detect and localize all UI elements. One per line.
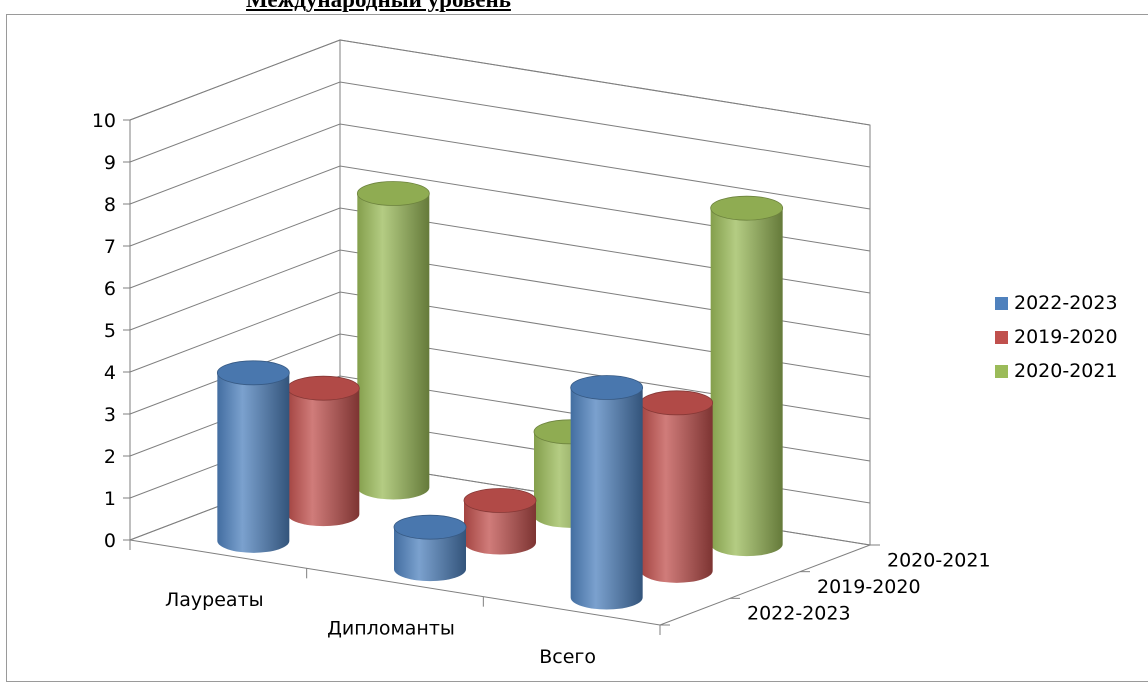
legend-label: 2020-2021: [1014, 360, 1118, 382]
gridline: [129, 249, 871, 336]
chart-legend: 2022-2023 2019-2020 2020-2021: [995, 286, 1118, 388]
gridline: [129, 81, 871, 168]
gridline: [129, 207, 871, 294]
depth-tick-label: 2022-2023: [747, 603, 851, 625]
bar-top: [393, 514, 467, 540]
bar-body: [287, 388, 360, 527]
gridline: [129, 165, 871, 252]
legend-item: 2019-2020: [995, 320, 1118, 354]
bar-body: [394, 527, 466, 582]
y-tick-label: 5: [104, 320, 116, 342]
depth-tick-label: 2020-2021: [887, 549, 991, 571]
y-tick-label: 7: [104, 236, 116, 258]
bar-2022-2023-Дипломанты: [393, 514, 467, 582]
bar-2019-2020-Лауреаты: [286, 375, 360, 527]
bar-top: [570, 375, 644, 400]
depth-tick-label: 2019-2020: [817, 576, 921, 598]
y-tick-label: 6: [104, 278, 116, 300]
bar-2020-2021-Всего: [710, 195, 784, 557]
bar-body: [710, 208, 783, 557]
legend-label: 2019-2020: [1014, 326, 1118, 348]
bar-2020-2021-Лауреаты: [356, 181, 430, 500]
bar-top: [216, 360, 290, 386]
legend-swatch: [995, 330, 1008, 344]
y-tick-label: 9: [104, 152, 116, 174]
y-tick-label: 2: [104, 446, 116, 468]
bar-body: [570, 387, 643, 610]
bar-2019-2020-Всего: [640, 390, 714, 583]
bar-top: [710, 195, 784, 221]
bar-body: [217, 372, 290, 553]
y-tick-label: 8: [104, 194, 116, 216]
bar-2022-2023-Лауреаты: [216, 360, 290, 553]
gridline: [129, 333, 871, 420]
legend-label: 2022-2023: [1014, 292, 1118, 314]
bar-2022-2023-Всего: [570, 375, 644, 610]
legend-item: 2022-2023: [995, 286, 1118, 320]
y-tick-label: 3: [104, 404, 116, 426]
legend-swatch: [995, 364, 1008, 378]
bar-body: [640, 402, 713, 583]
bar-body: [357, 193, 430, 500]
x-tick-label: Дипломанты: [327, 618, 455, 640]
y-tick-label: 0: [104, 530, 116, 552]
x-tick-label: Лауреаты: [165, 589, 264, 611]
gridline: [129, 39, 871, 126]
legend-swatch: [995, 296, 1008, 310]
y-tick-label: 4: [104, 362, 116, 384]
x-tick-label: Всего: [539, 646, 596, 668]
legend-item: 2020-2021: [995, 354, 1118, 388]
bar-top: [286, 375, 360, 401]
y-tick-label: 10: [92, 110, 116, 132]
gridline: [129, 291, 871, 378]
bar-body: [464, 500, 536, 555]
gridline: [129, 123, 871, 210]
depth-axis-line: [659, 544, 871, 626]
bar-top: [463, 488, 537, 513]
y-tick-label: 1: [104, 488, 116, 510]
bar-2019-2020-Дипломанты: [463, 488, 537, 555]
x-axis-line: [129, 539, 661, 626]
page-heading: Международный уровень: [246, 0, 511, 14]
bar-top: [640, 390, 714, 416]
bar-top: [356, 181, 430, 206]
